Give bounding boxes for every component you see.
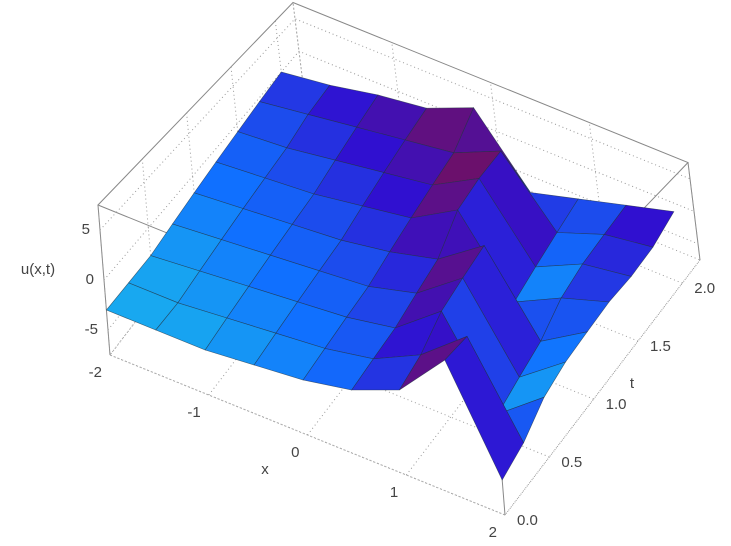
grid-line	[103, 50, 695, 281]
z-tick-label: -5	[85, 321, 98, 338]
y-tick-label: 1.5	[650, 338, 671, 355]
x-tick-label: -2	[89, 364, 102, 381]
x-tick-label: -1	[187, 404, 200, 421]
y-tick-label: 2.0	[694, 280, 715, 297]
x-tick-label: 1	[390, 484, 398, 501]
x-tick-label: 2	[489, 524, 497, 541]
x-tick-label: 0	[291, 444, 299, 461]
t-axis-label: t	[630, 375, 635, 392]
y-tick-label: 0.5	[561, 454, 582, 471]
z-axis-label: u(x,t)	[21, 261, 55, 278]
z-tick-label: 0	[86, 271, 94, 288]
surface-patch	[444, 335, 524, 481]
y-tick-label: 0.0	[517, 512, 538, 529]
surface	[105, 71, 675, 481]
y-tick-label: 1.0	[606, 396, 627, 413]
z-tick-label: 5	[82, 221, 90, 238]
x-axis-label: x	[261, 461, 269, 478]
